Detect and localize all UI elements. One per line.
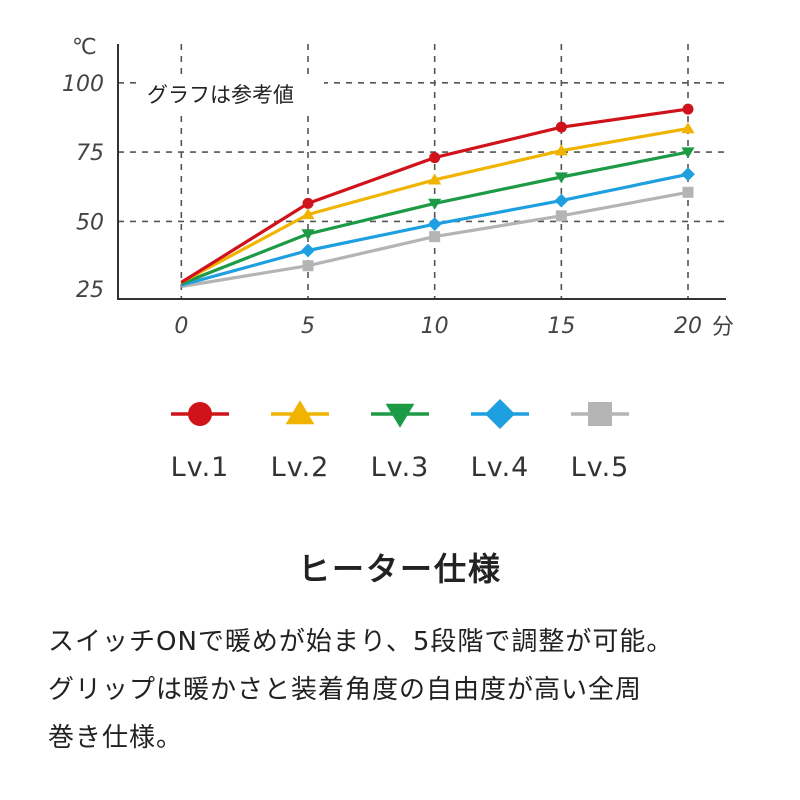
- chart-series: [180, 103, 695, 289]
- y-tick-label-25: 25: [76, 278, 104, 303]
- description-text: スイッチONで暖めが始まり、5段階で調整が可能。 グリップは暖かさと装着角度の自…: [48, 618, 768, 762]
- data-point-Lv.4-x15: [554, 193, 569, 208]
- data-point-Lv.4-x20: [681, 167, 695, 182]
- data-point-Lv.5-x5: [302, 260, 314, 272]
- data-point-Lv.1-x5: [302, 197, 314, 209]
- data-point-Lv.5-x10: [429, 231, 441, 243]
- x-tick-label-0: 0: [174, 314, 188, 339]
- reference-note-annotation: グラフは参考値: [147, 83, 294, 107]
- series-Lv.2: [180, 122, 695, 284]
- legend-label-Lv.2: Lv.2: [270, 452, 330, 483]
- legend-marker-Lv.2: [285, 400, 315, 425]
- legend-item-Lv.1: Lv.1: [150, 392, 250, 492]
- legend-swatch-Lv.1: [171, 402, 229, 426]
- data-point-Lv.2-x15: [554, 144, 568, 156]
- x-tick-label-5: 5: [301, 314, 315, 339]
- page-title: ヒーター仕様: [297, 550, 502, 588]
- legend-swatch-Lv.5: [571, 402, 629, 426]
- legend-label-Lv.1: Lv.1: [170, 452, 230, 483]
- data-point-Lv.4-x10: [427, 217, 442, 232]
- data-point-Lv.1-x10: [429, 152, 441, 164]
- data-point-Lv.3-x20: [681, 147, 695, 159]
- x-axis-unit-label: 分: [712, 315, 734, 340]
- legend-marker-Lv.1: [188, 402, 212, 426]
- legend-item-Lv.3: Lv.3: [350, 392, 450, 492]
- y-tick-label-75: 75: [76, 141, 104, 166]
- legend-marker-Lv.3: [385, 403, 415, 428]
- y-axis-unit-label: ℃: [72, 35, 97, 60]
- data-point-Lv.2-x10: [428, 173, 442, 185]
- series-Lv.3: [180, 147, 695, 286]
- description-line-2: グリップは暖かさと装着角度の自由度が高い全周: [48, 675, 643, 705]
- legend-item-Lv.5: Lv.5: [550, 392, 650, 492]
- legend-label-Lv.3: Lv.3: [370, 452, 430, 483]
- x-tick-label-15: 15: [547, 314, 575, 339]
- legend-marker-Lv.5: [588, 402, 612, 426]
- data-point-Lv.2-x20: [681, 122, 695, 134]
- legend-item-Lv.4: Lv.4: [450, 392, 550, 492]
- temperature-chart: 0 5 10 15 20 100 75 50 25 ℃ 分 グラフは参考値: [62, 35, 734, 340]
- chart-legend: Lv.1 Lv.2 Lv.3 Lv.4 Lv.5: [150, 392, 650, 492]
- series-Lv.5: [181, 186, 694, 289]
- legend-label-Lv.4: Lv.4: [470, 452, 530, 483]
- description-line-3: 巻き仕様。: [48, 723, 184, 753]
- legend-swatch-Lv.4: [471, 399, 529, 429]
- series-Lv.4: [180, 167, 695, 287]
- data-point-Lv.1-x15: [555, 121, 567, 133]
- chart-axes: [117, 44, 726, 300]
- data-point-Lv.4-x5: [301, 243, 315, 258]
- y-tick-label-100: 100: [62, 72, 104, 97]
- legend-marker-Lv.4: [485, 399, 515, 429]
- x-tick-label-20: 20: [674, 314, 702, 339]
- data-point-Lv.3-x10: [428, 198, 442, 210]
- legend-swatch-Lv.2: [271, 400, 329, 425]
- series-line-Lv.1: [180, 107, 689, 284]
- series-Lv.1: [180, 103, 694, 284]
- data-point-Lv.5-x15: [555, 210, 567, 222]
- legend-label-Lv.5: Lv.5: [570, 452, 630, 483]
- data-point-Lv.3-x15: [554, 172, 568, 184]
- data-point-Lv.2-x5: [301, 208, 315, 220]
- legend-item-Lv.2: Lv.2: [250, 392, 350, 492]
- data-point-Lv.3-x5: [301, 229, 315, 241]
- data-point-Lv.5-x20: [682, 186, 694, 198]
- data-point-Lv.1-x20: [682, 103, 694, 115]
- annotation-background: [140, 78, 324, 110]
- legend-swatch-Lv.3: [371, 403, 429, 428]
- description-line-1: スイッチONで暖めが始まり、5段階で調整が可能。: [48, 627, 674, 657]
- chart-tick-labels: 0 5 10 15 20 100 75 50 25: [62, 72, 702, 339]
- x-tick-label-10: 10: [421, 314, 449, 339]
- y-tick-label-50: 50: [76, 210, 104, 235]
